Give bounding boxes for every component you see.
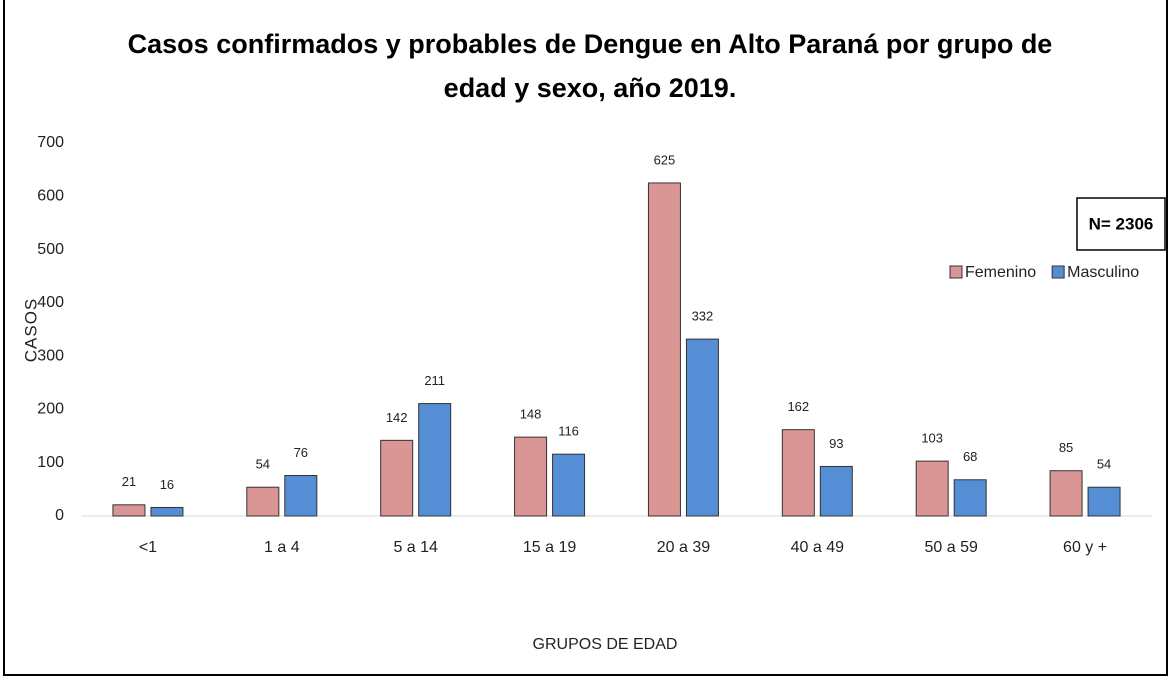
value-label: 68 — [963, 449, 977, 464]
bar — [284, 475, 318, 517]
legend-label: Femenino — [965, 264, 1036, 281]
value-label: 54 — [256, 457, 270, 472]
y-tick-label: 0 — [55, 507, 64, 524]
bar — [781, 429, 815, 517]
annotation: N= 2306 — [1089, 214, 1154, 233]
y-tick-label: 400 — [37, 294, 64, 311]
bar — [150, 506, 184, 517]
x-tick-label: 50 a 59 — [924, 539, 977, 556]
bar — [953, 479, 987, 517]
bar — [819, 465, 853, 517]
annotation-box — [1076, 197, 1166, 251]
x-axis-title: GRUPOS DE EDAD — [533, 636, 678, 653]
value-label: 116 — [558, 424, 579, 439]
x-tick-label: 60 y + — [1063, 539, 1107, 556]
y-tick-label: 100 — [37, 454, 64, 471]
bar — [552, 453, 586, 517]
bar — [418, 403, 452, 517]
y-tick-label: 200 — [37, 401, 64, 418]
y-tick-label: 500 — [37, 241, 64, 258]
value-label: 54 — [1097, 457, 1111, 472]
value-label: 211 — [424, 373, 445, 388]
value-label: 16 — [160, 477, 174, 492]
x-tick-label: 20 a 39 — [657, 539, 710, 556]
bar — [112, 504, 146, 517]
x-tick-label: 40 a 49 — [791, 539, 844, 556]
y-tick-label: 600 — [37, 188, 64, 205]
bar — [915, 460, 949, 517]
x-tick-label: <1 — [139, 539, 157, 556]
frame — [3, 0, 1168, 676]
legend-swatch — [1051, 265, 1065, 279]
bar — [647, 182, 681, 517]
value-label: 148 — [520, 407, 542, 422]
bar — [246, 486, 280, 517]
y-tick-label: 300 — [37, 347, 64, 364]
bar — [380, 439, 414, 517]
value-label: 76 — [294, 445, 308, 460]
value-label: 142 — [386, 410, 408, 425]
value-label: 103 — [921, 431, 943, 446]
chart-title: Casos confirmados y probables de Dengue … — [127, 29, 1053, 103]
value-label: 21 — [122, 474, 136, 489]
x-tick-label: 15 a 19 — [523, 539, 576, 556]
x-tick-label: 5 a 14 — [393, 539, 438, 556]
value-label: 85 — [1059, 440, 1073, 455]
x-tick-label: 1 a 4 — [264, 539, 300, 556]
bar — [685, 338, 719, 517]
y-tick-label: 700 — [37, 134, 64, 151]
legend-label: Masculino — [1067, 264, 1139, 281]
value-label: 625 — [654, 152, 676, 167]
value-label: 332 — [692, 309, 714, 324]
bar — [1049, 470, 1083, 517]
legend-swatch — [949, 265, 963, 279]
y-axis-title: CASOS — [21, 298, 40, 363]
bar — [514, 436, 548, 517]
bar — [1087, 486, 1121, 517]
value-label: 162 — [787, 399, 809, 414]
value-label: 93 — [829, 436, 843, 451]
